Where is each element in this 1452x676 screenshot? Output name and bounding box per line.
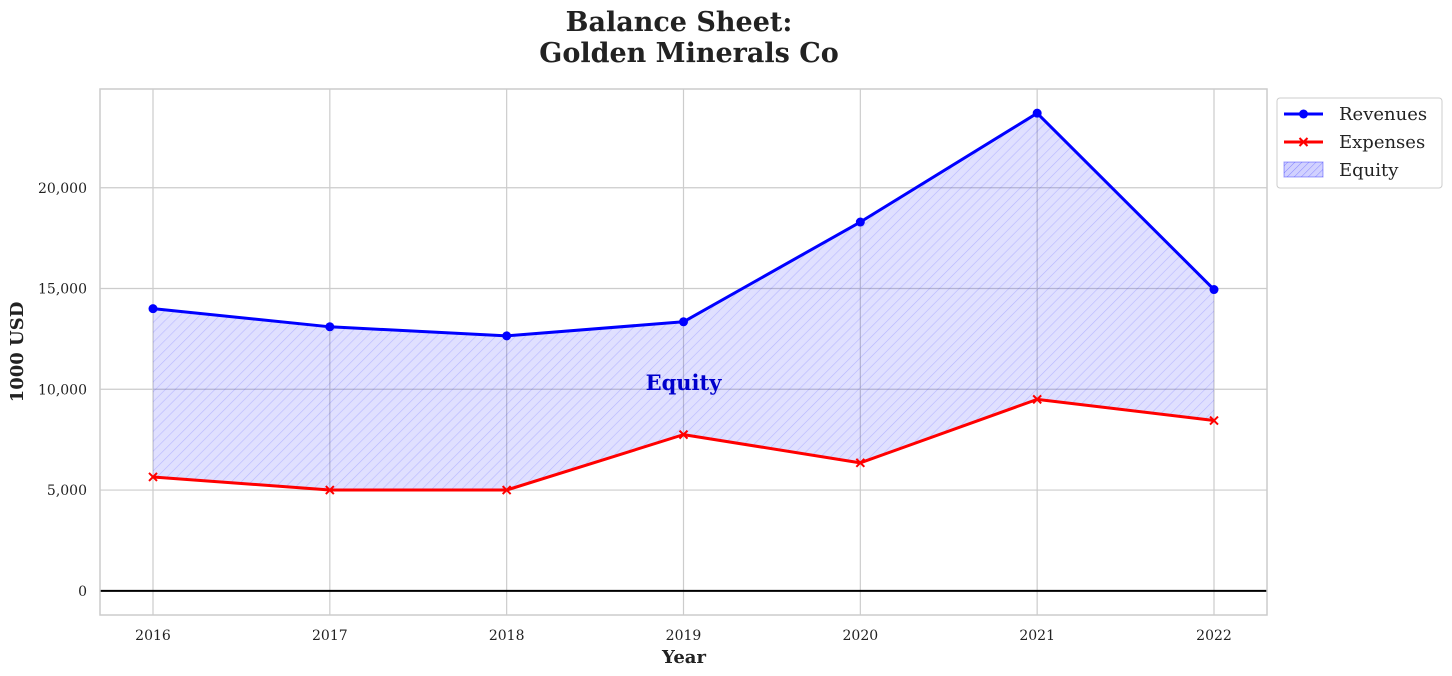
- x-tick-label: 2016: [135, 628, 171, 644]
- x-tick-label: 2019: [666, 628, 702, 644]
- y-tick-label: 5,000: [47, 483, 87, 499]
- revenues-point: [1032, 108, 1042, 118]
- revenues-point: [855, 217, 865, 227]
- expenses-point: [1032, 394, 1042, 405]
- expenses-point: [325, 485, 335, 495]
- y-tick-label: 0: [78, 584, 87, 600]
- series-layer: [99, 88, 1268, 616]
- y-tick-label: 15,000: [38, 282, 87, 298]
- x-tick-label: 2021: [1019, 628, 1055, 644]
- legend-expenses-label: Expenses: [1339, 132, 1425, 153]
- y-tick-label: 20,000: [38, 181, 87, 197]
- legend-equity-swatch-hatch: [1284, 162, 1323, 177]
- tick-layer: 2016 2017 2018 2019 2020 2021 2022 0 5,000 10,000…: [38, 181, 1232, 644]
- expenses-point: [148, 472, 158, 482]
- plot-frame: [99, 88, 1268, 616]
- legend: Revenues Expenses Equity: [1276, 97, 1443, 189]
- legend-item-revenues: Revenues: [1284, 104, 1427, 125]
- legend-revenues-label: Revenues: [1339, 104, 1427, 125]
- x-tick-label: 2020: [843, 628, 879, 644]
- equity-fill-hatch: [153, 113, 1214, 491]
- revenues-point: [1209, 285, 1219, 295]
- x-tick-label: 2022: [1196, 628, 1232, 644]
- revenues-point: [148, 304, 158, 314]
- expenses-point: [678, 429, 689, 440]
- y-axis-label: 1000 USD: [7, 302, 28, 403]
- legend-equity-label: Equity: [1339, 160, 1399, 181]
- expenses-point: [855, 458, 866, 468]
- revenues-point: [502, 331, 512, 341]
- legend-expenses-marker: [1298, 137, 1309, 147]
- legend-item-expenses: Expenses: [1284, 132, 1425, 153]
- x-tick-label: 2017: [312, 628, 348, 644]
- x-axis-label: Year: [661, 647, 706, 668]
- expenses-point: [1209, 415, 1219, 426]
- expenses-point: [501, 485, 512, 495]
- chart-title-line1: Balance Sheet:: [566, 7, 793, 38]
- legend-item-equity: Equity: [1283, 160, 1399, 181]
- revenues-point: [325, 322, 335, 332]
- revenues-point: [679, 317, 688, 327]
- legend-revenues-marker: [1299, 109, 1308, 119]
- equity-annotation: Equity: [646, 370, 723, 395]
- y-tick-label: 10,000: [38, 382, 87, 398]
- chart-title-line2: Golden Minerals Co: [539, 38, 838, 69]
- x-tick-label: 2018: [489, 628, 525, 644]
- equity-fill-layer: [153, 113, 1214, 491]
